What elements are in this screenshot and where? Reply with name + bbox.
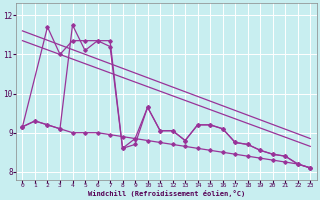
X-axis label: Windchill (Refroidissement éolien,°C): Windchill (Refroidissement éolien,°C) [88,190,245,197]
